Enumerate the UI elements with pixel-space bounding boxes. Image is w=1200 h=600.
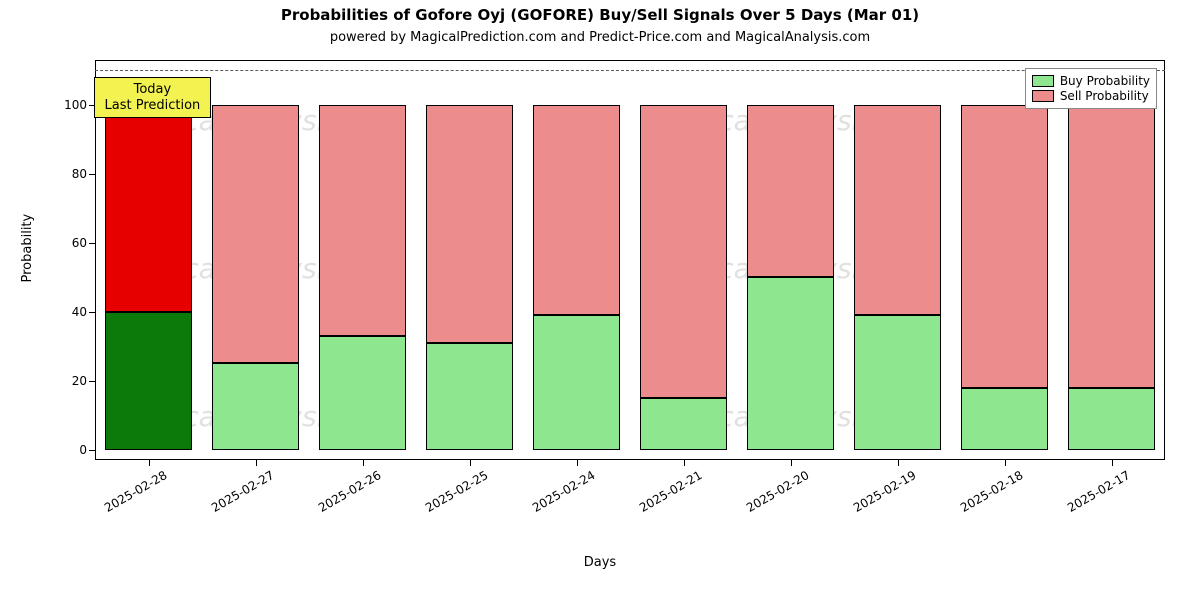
bar-sell (212, 105, 300, 364)
legend-swatch (1032, 90, 1054, 102)
chart-container: Probabilities of Gofore Oyj (GOFORE) Buy… (0, 0, 1200, 600)
bar-sell (426, 105, 514, 343)
bar-sell (533, 105, 621, 315)
bar-group (533, 105, 621, 450)
x-tick-label: 2025-02-19 (850, 468, 918, 515)
x-tick-mark (470, 460, 471, 466)
bar-sell (961, 105, 1049, 388)
y-tick-mark (89, 174, 95, 175)
x-tick-mark (149, 460, 150, 466)
bar-group (105, 105, 193, 450)
y-tick-label: 100 (64, 98, 87, 112)
bar-buy (854, 315, 942, 449)
x-tick-label: 2025-02-27 (208, 468, 276, 515)
bar-group (212, 105, 300, 450)
y-tick-label: 80 (72, 167, 87, 181)
x-tick-label: 2025-02-26 (315, 468, 383, 515)
bar-buy (961, 388, 1049, 450)
bar-sell (105, 105, 193, 312)
legend-swatch (1032, 75, 1054, 87)
bar-group (854, 105, 942, 450)
y-axis-label: Probability (20, 214, 35, 283)
x-tick-mark (791, 460, 792, 466)
x-tick-label: 2025-02-24 (529, 468, 597, 515)
x-tick-mark (684, 460, 685, 466)
bar-group (319, 105, 407, 450)
chart-title: Probabilities of Gofore Oyj (GOFORE) Buy… (0, 6, 1200, 24)
annotation-line: Last Prediction (105, 98, 201, 114)
bar-sell (747, 105, 835, 277)
x-tick-mark (577, 460, 578, 466)
x-tick-mark (1112, 460, 1113, 466)
legend-item: Buy Probability (1032, 74, 1150, 88)
y-tick-label: 40 (72, 305, 87, 319)
x-axis-label: Days (0, 555, 1200, 570)
bar-buy (747, 277, 835, 449)
bar-group (961, 105, 1049, 450)
legend-label: Buy Probability (1060, 74, 1150, 88)
bar-sell (319, 105, 407, 336)
bar-sell (640, 105, 728, 398)
bar-group (747, 105, 835, 450)
x-tick-label: 2025-02-18 (957, 468, 1025, 515)
y-tick-label: 20 (72, 374, 87, 388)
x-tick-label: 2025-02-21 (636, 468, 704, 515)
x-tick-mark (1005, 460, 1006, 466)
bar-group (1068, 105, 1156, 450)
x-tick-mark (898, 460, 899, 466)
legend-label: Sell Probability (1060, 89, 1149, 103)
legend: Buy ProbabilitySell Probability (1025, 68, 1157, 109)
bar-buy (1068, 388, 1156, 450)
legend-item: Sell Probability (1032, 89, 1150, 103)
y-tick-mark (89, 450, 95, 451)
x-tick-label: 2025-02-25 (422, 468, 490, 515)
y-tick-mark (89, 312, 95, 313)
bar-sell (854, 105, 942, 315)
bar-group (426, 105, 514, 450)
y-tick-mark (89, 381, 95, 382)
bar-buy (105, 312, 193, 450)
y-tick-label: 60 (72, 236, 87, 250)
chart-subtitle: powered by MagicalPrediction.com and Pre… (0, 30, 1200, 45)
bar-buy (640, 398, 728, 450)
x-tick-mark (256, 460, 257, 466)
plot-area: 020406080100MagicalAnalysis.comMagicalAn… (95, 60, 1165, 460)
bar-sell (1068, 105, 1156, 388)
bar-buy (212, 363, 300, 449)
y-tick-mark (89, 243, 95, 244)
x-tick-mark (363, 460, 364, 466)
bar-group (640, 105, 728, 450)
x-tick-label: 2025-02-28 (101, 468, 169, 515)
bar-buy (533, 315, 621, 449)
x-tick-label: 2025-02-20 (743, 468, 811, 515)
bar-buy (319, 336, 407, 450)
annotation-line: Today (105, 82, 201, 98)
x-tick-label: 2025-02-17 (1064, 468, 1132, 515)
today-annotation: TodayLast Prediction (94, 77, 212, 118)
y-tick-label: 0 (79, 443, 87, 457)
reference-line (95, 70, 1165, 71)
bar-buy (426, 343, 514, 450)
